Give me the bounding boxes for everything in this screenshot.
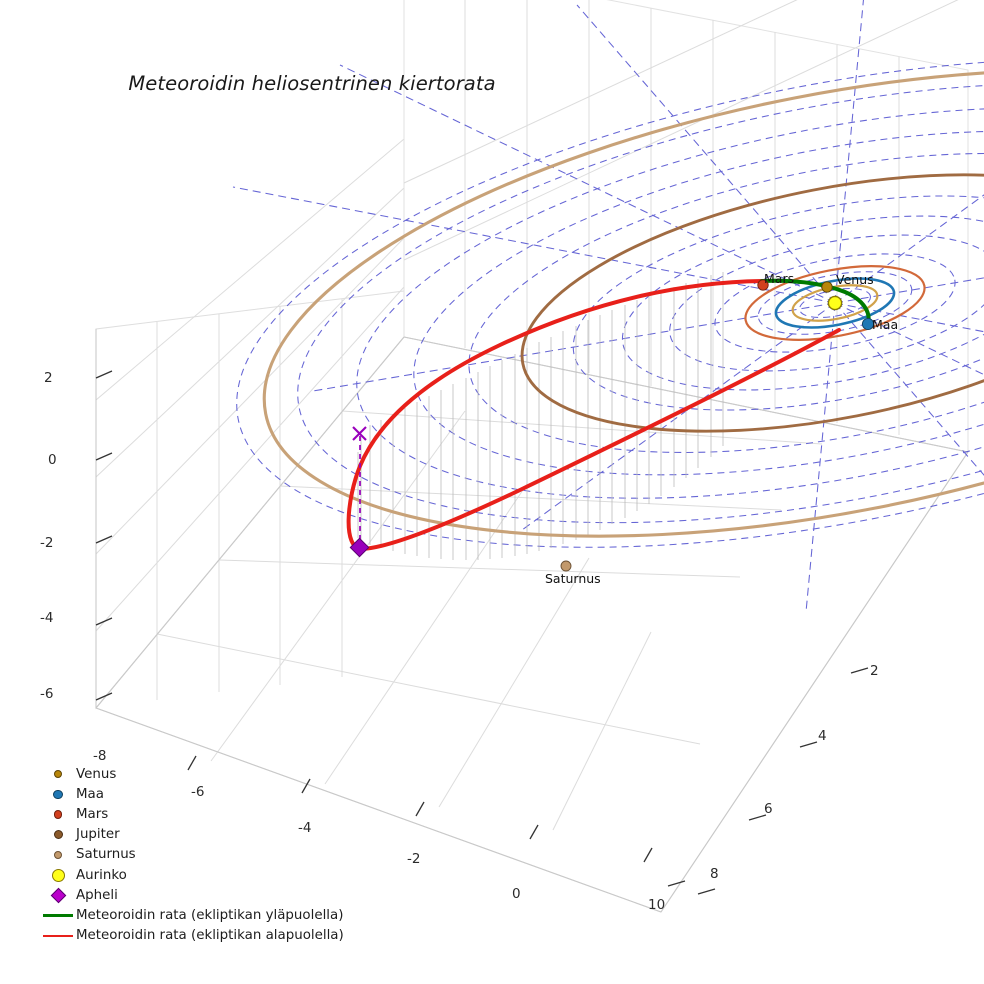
mars-marker-icon xyxy=(40,810,76,819)
venus-marker xyxy=(821,281,833,293)
legend-item-saturnus[interactable]: Saturnus xyxy=(40,845,370,865)
y-axis-ticks xyxy=(667,667,869,895)
left-wall-grid xyxy=(95,138,405,710)
legend-item-maa[interactable]: Maa xyxy=(40,784,370,804)
legend-label-orbit-below: Meteoroidin rata (ekliptikan alapuolella… xyxy=(76,928,344,944)
legend-label-maa: Maa xyxy=(76,786,104,802)
green-line-icon xyxy=(40,914,76,917)
x-axis-ticks xyxy=(187,755,653,863)
legend-label-orbit-above: Meteoroidin rata (ekliptikan yläpuolella… xyxy=(76,907,344,923)
legend-item-orbit-above[interactable]: Meteoroidin rata (ekliptikan yläpuolella… xyxy=(40,905,370,925)
jupiter-orbit xyxy=(520,173,984,433)
legend-label-jupiter: Jupiter xyxy=(76,827,120,843)
legend-label-aurinko: Aurinko xyxy=(76,867,127,883)
saturn-orbit xyxy=(262,68,984,538)
aphelion-marker xyxy=(349,537,370,558)
jupiter-marker-icon xyxy=(40,830,76,840)
venus-marker-icon xyxy=(40,769,76,779)
legend-label-apheli: Apheli xyxy=(76,887,118,903)
meteoroid-orbit-above xyxy=(760,278,871,326)
maa-marker xyxy=(861,317,875,331)
legend-item-mars[interactable]: Mars xyxy=(40,804,370,824)
z-axis-ticks xyxy=(95,370,113,701)
aphelion-marker-icon xyxy=(40,887,76,903)
saturnus-marker xyxy=(560,560,572,572)
legend-item-jupiter[interactable]: Jupiter xyxy=(40,825,370,845)
mars-marker xyxy=(757,279,769,291)
legend: Venus Maa Mars Jupiter Saturnus xyxy=(40,764,370,946)
legend-item-venus[interactable]: Venus xyxy=(40,764,370,784)
earth-orbit xyxy=(774,277,896,329)
aphelion-projection-marker xyxy=(352,426,367,441)
legend-item-aurinko[interactable]: Aurinko xyxy=(40,865,370,885)
maa-marker-icon xyxy=(40,789,76,800)
legend-item-orbit-below[interactable]: Meteoroidin rata (ekliptikan alapuolella… xyxy=(40,926,370,946)
red-line-icon xyxy=(40,934,76,937)
meteoroid-orbit-below xyxy=(346,279,841,552)
saturnus-marker-icon xyxy=(40,850,76,859)
mars-orbit xyxy=(744,265,926,341)
polar-grid xyxy=(232,0,984,613)
legend-label-saturnus: Saturnus xyxy=(76,847,136,863)
sun-marker xyxy=(827,295,843,311)
legend-label-mars: Mars xyxy=(76,806,109,822)
legend-label-venus: Venus xyxy=(76,766,117,782)
legend-item-apheli[interactable]: Apheli xyxy=(40,885,370,905)
sun-marker-icon xyxy=(40,868,76,882)
